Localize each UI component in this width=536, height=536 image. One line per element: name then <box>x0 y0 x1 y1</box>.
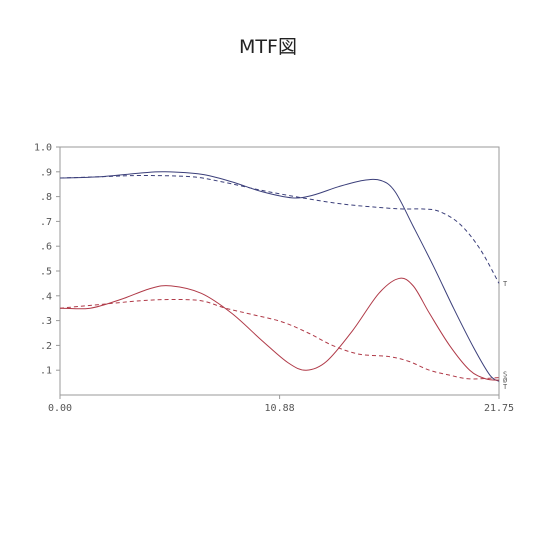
y-tick-label: .2 <box>40 341 52 352</box>
x-tick-label: 21.75 <box>484 403 514 414</box>
x-tick-label: 0.00 <box>48 403 72 414</box>
series-group <box>59 171 500 382</box>
series-line-3 <box>59 277 500 381</box>
series-end-label: T <box>503 280 508 288</box>
series-line-2 <box>59 175 500 284</box>
y-tick-label: .6 <box>40 242 52 253</box>
y-tick-label: 1.0 <box>34 143 52 154</box>
page-title: MTF図 <box>239 36 297 58</box>
y-tick-label: .4 <box>40 291 52 302</box>
y-tick-label: .8 <box>40 192 52 203</box>
series-end-label: S <box>503 370 507 378</box>
series-end-label: T <box>503 383 508 391</box>
y-axis: .1 .2 .3 .4 .5 .6 .7 .8 .9 1.0 <box>34 143 60 377</box>
x-tick-label: 10.88 <box>265 403 295 414</box>
y-tick-label: .7 <box>40 217 52 228</box>
series-end-label: Ø <box>503 377 508 385</box>
y-tick-label: .5 <box>40 267 52 278</box>
y-tick-label: .9 <box>40 167 52 178</box>
series-line-1 <box>59 171 500 382</box>
y-tick-label: .3 <box>40 316 52 327</box>
series-line-4 <box>59 299 500 380</box>
plot-frame <box>59 146 500 396</box>
x-axis: 0.00 10.88 21.75 <box>48 395 514 414</box>
y-tick-label: .1 <box>40 366 52 377</box>
